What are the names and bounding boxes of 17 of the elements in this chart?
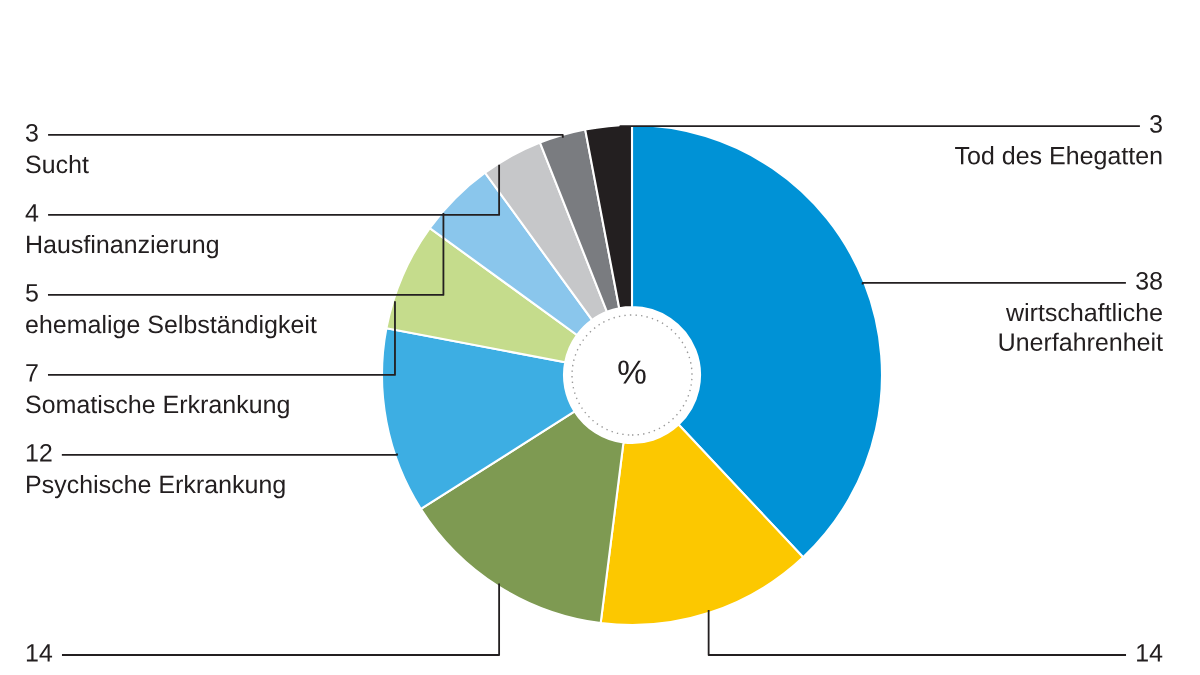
data-label: 12 (26, 443, 52, 462)
data-label: 14 (26, 644, 53, 662)
slice-label: Hausfinanzierung (27, 234, 218, 259)
slice-label: Tod des Ehegatten (955, 146, 1162, 170)
data-label: 5 (26, 284, 38, 302)
slice-label: ehemalige Selbständigkeit (26, 314, 317, 339)
data-label: 38 (1136, 271, 1162, 290)
slice-label: wirtschaftliche Unerfahrenheit (999, 302, 1163, 351)
slice-label: Somatische Erkrankung (26, 394, 289, 419)
data-label: 3 (1150, 115, 1162, 133)
data-label: 7 (26, 364, 38, 382)
data-label: 14 (1137, 644, 1163, 662)
data-label: 3 (25, 123, 38, 142)
slice-label: Sucht (26, 154, 89, 174)
slice-label: Psychische Erkrankung (27, 474, 285, 499)
data-label: 4 (25, 204, 39, 222)
text: % (618, 360, 646, 384)
